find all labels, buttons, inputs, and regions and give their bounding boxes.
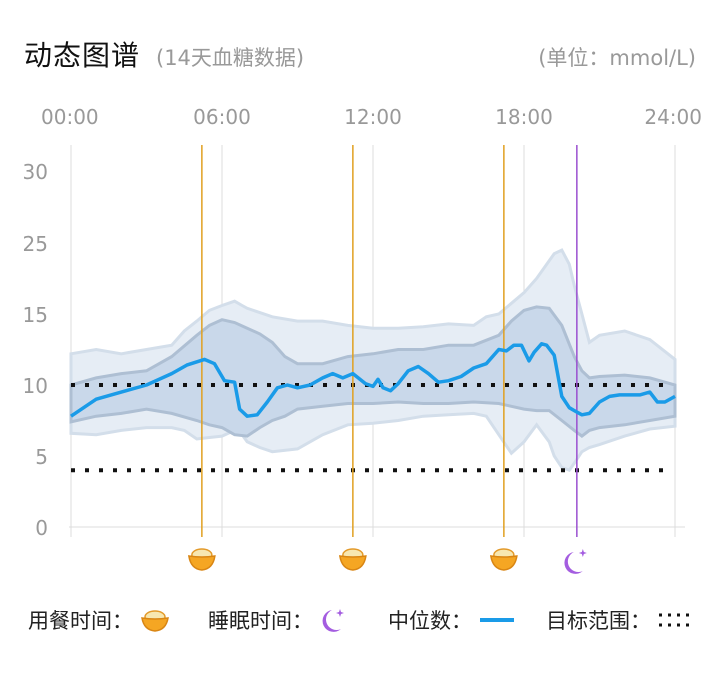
legend-median: 中位数： <box>388 600 516 640</box>
rice-bowl-icon <box>489 548 518 571</box>
legend-sleep: 睡眠时间： <box>208 600 351 640</box>
y-tick-label: 10 <box>23 374 48 398</box>
x-tick-label: 24:00 <box>644 105 702 129</box>
median-line <box>70 342 676 418</box>
median-line-swatch <box>480 618 514 622</box>
y-tick-label: 15 <box>23 303 48 327</box>
rice-bowl-icon <box>141 610 169 632</box>
chart-subtitle: (14天血糖数据) <box>156 46 305 70</box>
rice-bowl-icon <box>187 548 216 571</box>
legend-target-label: 目标范围： <box>546 609 651 633</box>
chart-legend: 用餐时间： 睡眠时间： 中位数： 目标范围： <box>28 600 698 640</box>
y-tick-label: 0 <box>35 516 48 540</box>
legend-sleep-label: 睡眠时间： <box>208 609 313 633</box>
y-tick-label: 25 <box>23 232 48 256</box>
y-tick-label: 30 <box>23 160 48 184</box>
x-tick-label: 06:00 <box>193 105 251 129</box>
legend-median-label: 中位数： <box>388 609 472 633</box>
target-range-swatch <box>659 613 695 627</box>
moon-icon <box>564 549 587 574</box>
unit-label: (单位：mmol/L) <box>538 46 696 70</box>
agp-chart: 00:00 06:00 12:00 18:00 24:00 0 5 10 15 25 30 <box>23 105 702 574</box>
legend-meal-label: 用餐时间： <box>28 609 133 633</box>
chart-title: 动态图谱 <box>24 39 141 72</box>
chart-header: 动态图谱 (14天血糖数据) (单位：mmol/L) <box>24 34 696 78</box>
x-tick-label: 12:00 <box>344 105 402 129</box>
x-tick-label: 18:00 <box>495 105 553 129</box>
legend-meal: 用餐时间： <box>28 600 171 640</box>
legend-target: 目标范围： <box>546 600 697 640</box>
moon-icon <box>322 609 344 632</box>
y-tick-label: 5 <box>35 445 48 469</box>
inner-range-band <box>69 305 677 438</box>
x-tick-label: 00:00 <box>41 105 99 129</box>
rice-bowl-icon <box>338 548 367 571</box>
